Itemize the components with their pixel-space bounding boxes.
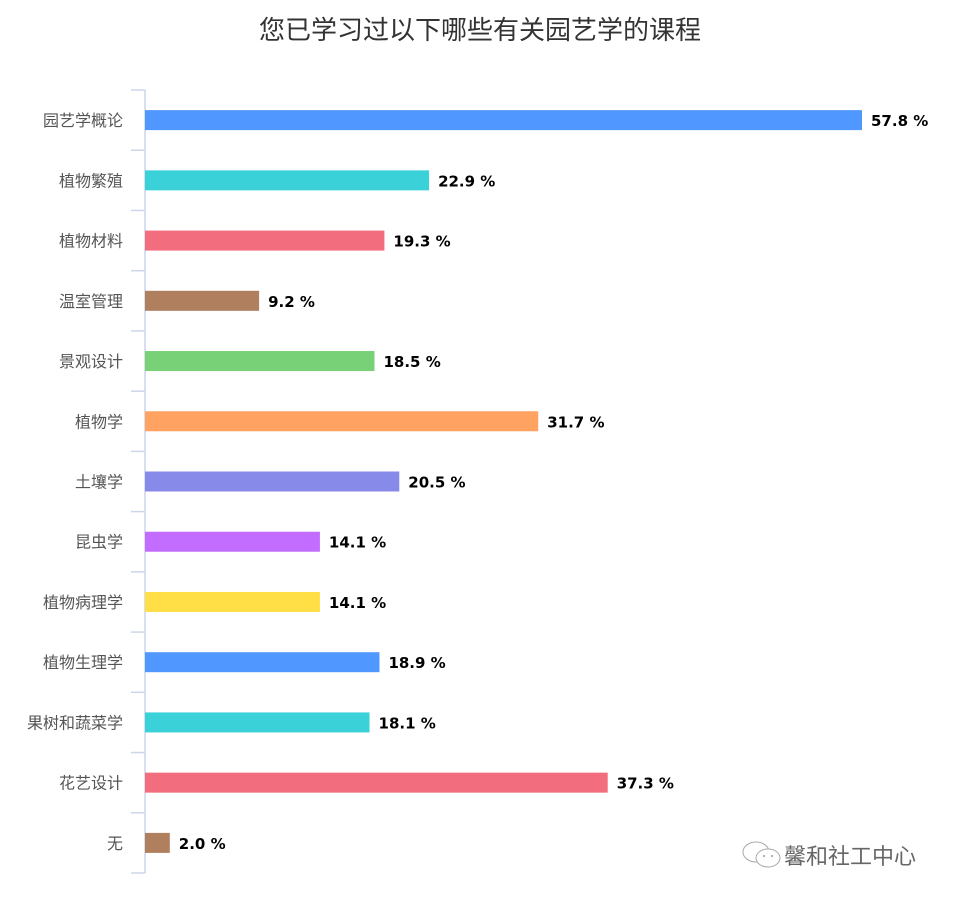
category-label: 植物生理学: [43, 653, 123, 672]
bar: [145, 471, 400, 492]
bar: [145, 772, 608, 793]
category-label: 植物学: [75, 412, 123, 431]
category-label: 土壤学: [75, 473, 123, 492]
category-label: 园艺学概论: [43, 111, 123, 130]
data-label: 31.7 %: [547, 413, 604, 431]
data-label: 14.1 %: [329, 534, 386, 552]
bar: [145, 230, 385, 251]
bar: [145, 411, 539, 432]
data-label: 2.0 %: [179, 835, 226, 853]
category-label: 无: [107, 834, 123, 853]
bar: [145, 652, 380, 673]
category-label: 植物繁殖: [59, 171, 123, 190]
bar: [145, 170, 430, 191]
data-label: 9.2 %: [268, 293, 315, 311]
chart-title: 您已学习过以下哪些有关园艺学的课程: [258, 16, 701, 46]
bar: [145, 531, 320, 552]
data-label: 18.1 %: [379, 714, 436, 732]
data-label: 20.5 %: [408, 474, 465, 492]
bar: [145, 591, 320, 612]
data-label: 37.3 %: [617, 775, 674, 793]
bar: [145, 712, 370, 733]
bar: [145, 110, 862, 131]
watermark-text: 馨和社工中心: [784, 845, 917, 870]
data-label: 18.5 %: [383, 353, 440, 371]
data-label: 22.9 %: [438, 172, 495, 190]
watermark: 馨和社工中心: [740, 838, 916, 872]
bar: [145, 351, 375, 372]
category-label: 植物材料: [59, 232, 123, 251]
wechat-icon: [742, 841, 781, 868]
category-label: 花艺设计: [59, 774, 123, 793]
category-label: 昆虫学: [75, 533, 123, 552]
category-label: 景观设计: [59, 352, 123, 371]
data-label: 18.9 %: [388, 654, 445, 672]
data-label: 14.1 %: [329, 594, 386, 612]
data-label: 57.8 %: [871, 112, 928, 130]
category-label: 果树和蔬菜学: [27, 713, 123, 732]
data-label: 19.3 %: [393, 233, 450, 251]
bar: [145, 290, 260, 311]
category-label: 植物病理学: [43, 593, 123, 612]
category-label: 温室管理: [59, 292, 123, 311]
bar: [145, 832, 170, 853]
